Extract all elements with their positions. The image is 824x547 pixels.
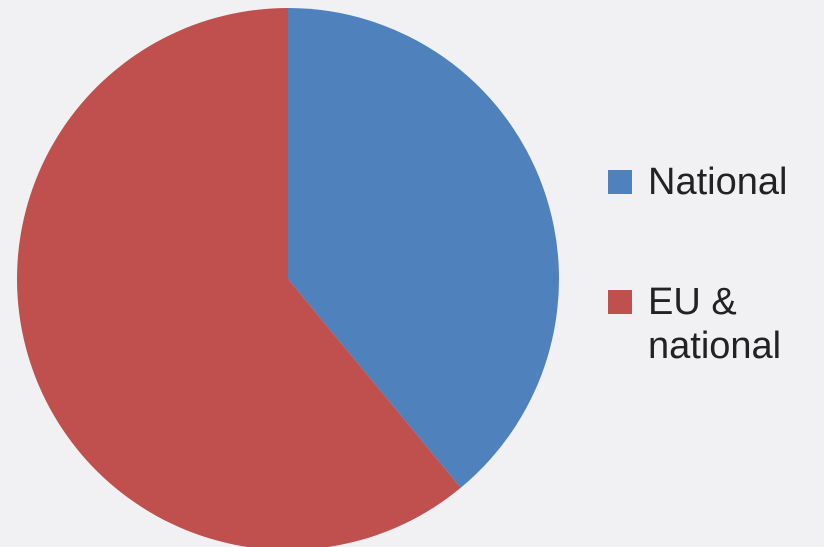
legend-swatch-eu-national [608,290,632,314]
pie-slice-national [288,8,560,488]
legend-label-national: National [648,161,788,203]
legend-item-eu-national: EU & national [608,280,818,368]
chart-legend: National EU & national [608,160,818,368]
pie-slice-eu-national [17,8,461,547]
legend-item-national: National [608,160,818,204]
pie-slices [17,8,560,547]
legend-label-eu-national: EU & national [648,281,782,367]
legend-swatch-national [608,170,632,194]
